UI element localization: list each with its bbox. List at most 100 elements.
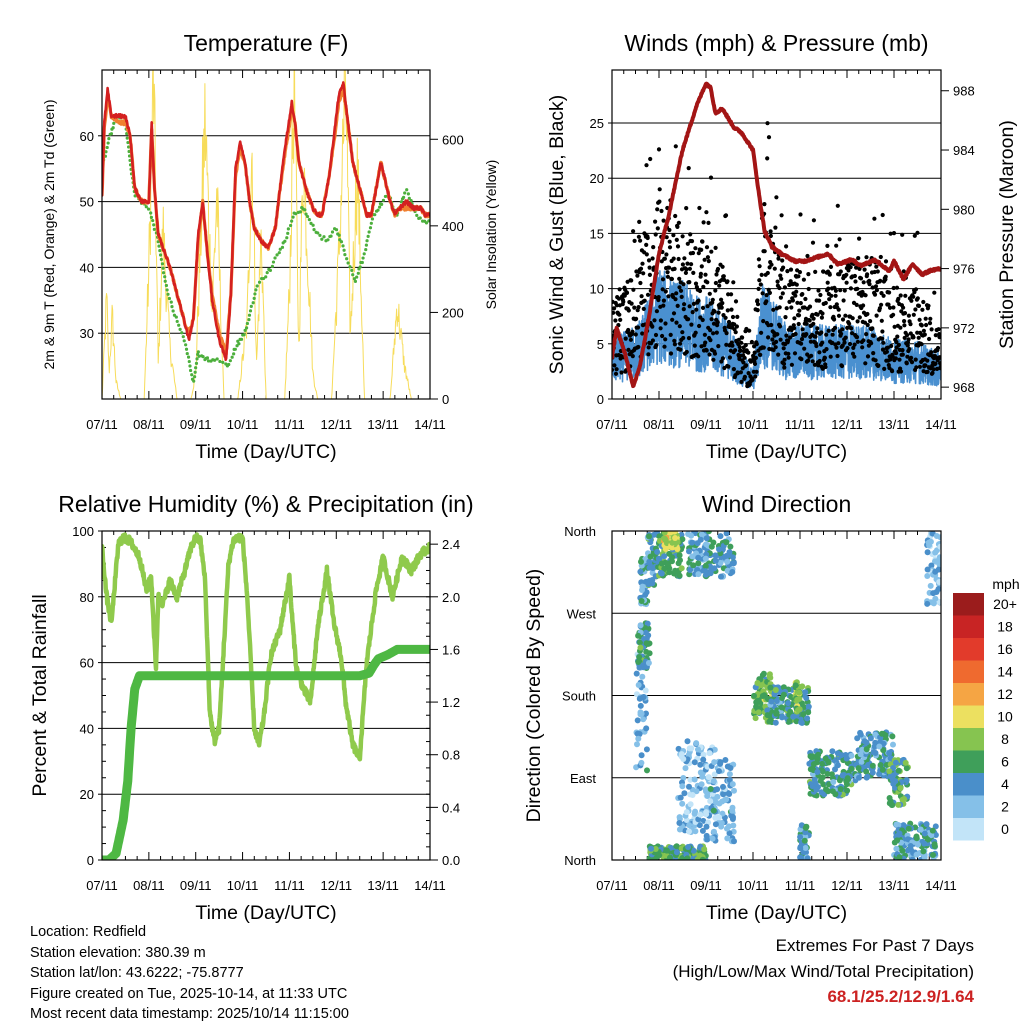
gust-point — [731, 367, 737, 372]
gust-point — [799, 357, 804, 362]
colorbar-label: 0 — [1001, 821, 1009, 837]
gust-point — [777, 324, 783, 329]
direction-point — [685, 844, 692, 850]
direction-point — [876, 743, 883, 750]
gust-point — [679, 294, 684, 299]
gust-point — [660, 277, 666, 282]
x-tick-label: 13/11 — [878, 878, 910, 893]
gust-point — [691, 270, 696, 275]
gust-point — [901, 305, 906, 310]
y-tick-label: North — [564, 524, 596, 539]
gust-point — [804, 321, 809, 326]
direction-point — [683, 809, 690, 816]
gust-point — [629, 301, 634, 306]
gust-point — [680, 262, 686, 267]
gust-point — [887, 305, 893, 310]
gust-point — [767, 290, 773, 295]
direction-point — [837, 786, 844, 792]
gust-point — [660, 333, 665, 339]
gust-point — [713, 288, 718, 293]
gust-point — [864, 255, 869, 260]
series-humidity — [102, 532, 430, 762]
direction-point — [673, 849, 680, 856]
gust-point — [789, 305, 794, 310]
gust-point — [797, 270, 803, 275]
y2-tick-label: 400 — [442, 219, 464, 234]
gust-point — [753, 374, 758, 379]
gust-point — [744, 363, 749, 368]
gust-point — [685, 241, 690, 246]
gust-point — [660, 287, 665, 292]
direction-point — [797, 854, 804, 860]
gust-point — [657, 187, 662, 192]
direction-point — [773, 710, 780, 717]
direction-point — [678, 565, 685, 572]
gust-point — [700, 317, 705, 323]
gust-point — [661, 303, 666, 308]
direction-point — [684, 855, 691, 860]
x-tick-label: 10/11 — [227, 878, 259, 893]
direction-point — [803, 695, 810, 701]
gust-point — [782, 365, 787, 370]
x-tick-label: 08/11 — [133, 878, 165, 893]
direction-point — [698, 781, 705, 788]
gust-point — [739, 340, 744, 345]
gust-point — [788, 267, 794, 272]
gust-point — [703, 340, 708, 345]
y-tick-label: 0 — [597, 392, 604, 407]
gust-point — [662, 256, 668, 261]
y-tick-label: 10 — [590, 282, 604, 297]
gust-point — [654, 343, 659, 348]
gust-point — [839, 363, 845, 369]
gust-point — [935, 345, 941, 351]
x-axis-label: Time (Day/UTC) — [195, 441, 336, 463]
gust-point — [667, 265, 672, 270]
gust-point — [773, 345, 778, 350]
direction-point — [813, 786, 820, 793]
direction-point — [699, 827, 706, 834]
y2-tick-label: 968 — [953, 380, 975, 395]
gust-point — [874, 264, 879, 269]
gust-point — [733, 299, 739, 304]
gust-point — [927, 321, 933, 326]
gust-point — [893, 356, 898, 361]
direction-point — [679, 800, 686, 807]
gust-point — [844, 280, 849, 285]
gust-point — [699, 247, 704, 252]
gust-point — [752, 361, 758, 366]
direction-point — [676, 552, 683, 559]
direction-point — [637, 711, 644, 718]
gust-point — [867, 282, 872, 287]
gust-point — [781, 361, 787, 366]
direction-point — [930, 590, 937, 597]
gust-point — [779, 213, 784, 218]
direction-point — [806, 760, 813, 767]
gust-point — [613, 371, 619, 376]
series-sonic-wind — [612, 270, 941, 390]
direction-point — [684, 738, 691, 745]
x-tick-label: 13/11 — [367, 417, 399, 432]
gust-point — [661, 298, 667, 303]
direction-point — [863, 768, 870, 775]
gust-point — [623, 336, 628, 341]
gust-point — [696, 251, 701, 256]
gust-point — [820, 311, 825, 316]
gust-point — [825, 243, 830, 248]
direction-point — [702, 563, 709, 570]
gust-point — [870, 285, 875, 290]
gust-point — [780, 291, 785, 296]
direction-point — [802, 824, 809, 831]
colorbar-label: 18 — [997, 619, 1013, 635]
gust-point — [676, 256, 681, 262]
station-elevation: Station elevation: 380.39 m — [30, 944, 206, 961]
direction-point — [805, 709, 812, 716]
gust-point — [768, 233, 774, 239]
y-tick-label: 20 — [590, 171, 604, 186]
colorbar-swatch — [953, 615, 984, 638]
direction-point — [644, 767, 650, 774]
gust-point — [777, 285, 782, 291]
colorbar-swatch — [953, 705, 984, 728]
direction-point — [724, 825, 730, 832]
gust-point — [840, 317, 846, 322]
gust-point — [650, 338, 656, 343]
